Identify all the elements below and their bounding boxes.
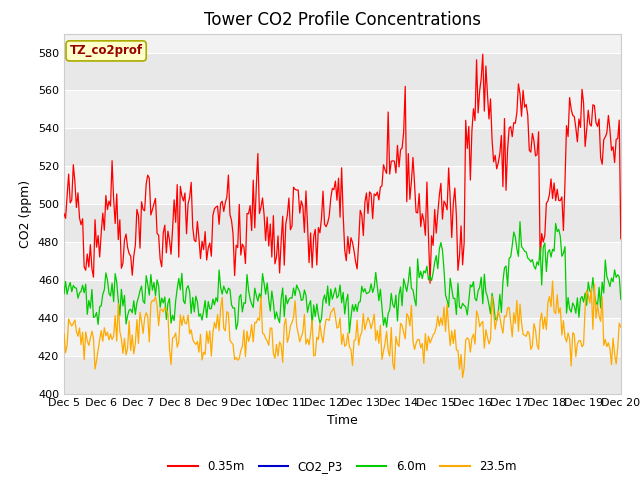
Bar <box>64 318 621 356</box>
Bar <box>64 356 621 394</box>
X-axis label: Time: Time <box>327 414 358 427</box>
Bar <box>64 52 621 90</box>
Y-axis label: CO2 (ppm): CO2 (ppm) <box>19 180 33 248</box>
Bar <box>64 90 621 128</box>
Bar <box>64 204 621 242</box>
Text: TZ_co2prof: TZ_co2prof <box>70 44 143 58</box>
Bar <box>64 280 621 318</box>
Legend: 0.35m, CO2_P3, 6.0m, 23.5m: 0.35m, CO2_P3, 6.0m, 23.5m <box>163 455 522 478</box>
Bar <box>64 166 621 204</box>
Bar <box>64 128 621 166</box>
Bar <box>64 242 621 280</box>
Title: Tower CO2 Profile Concentrations: Tower CO2 Profile Concentrations <box>204 11 481 29</box>
